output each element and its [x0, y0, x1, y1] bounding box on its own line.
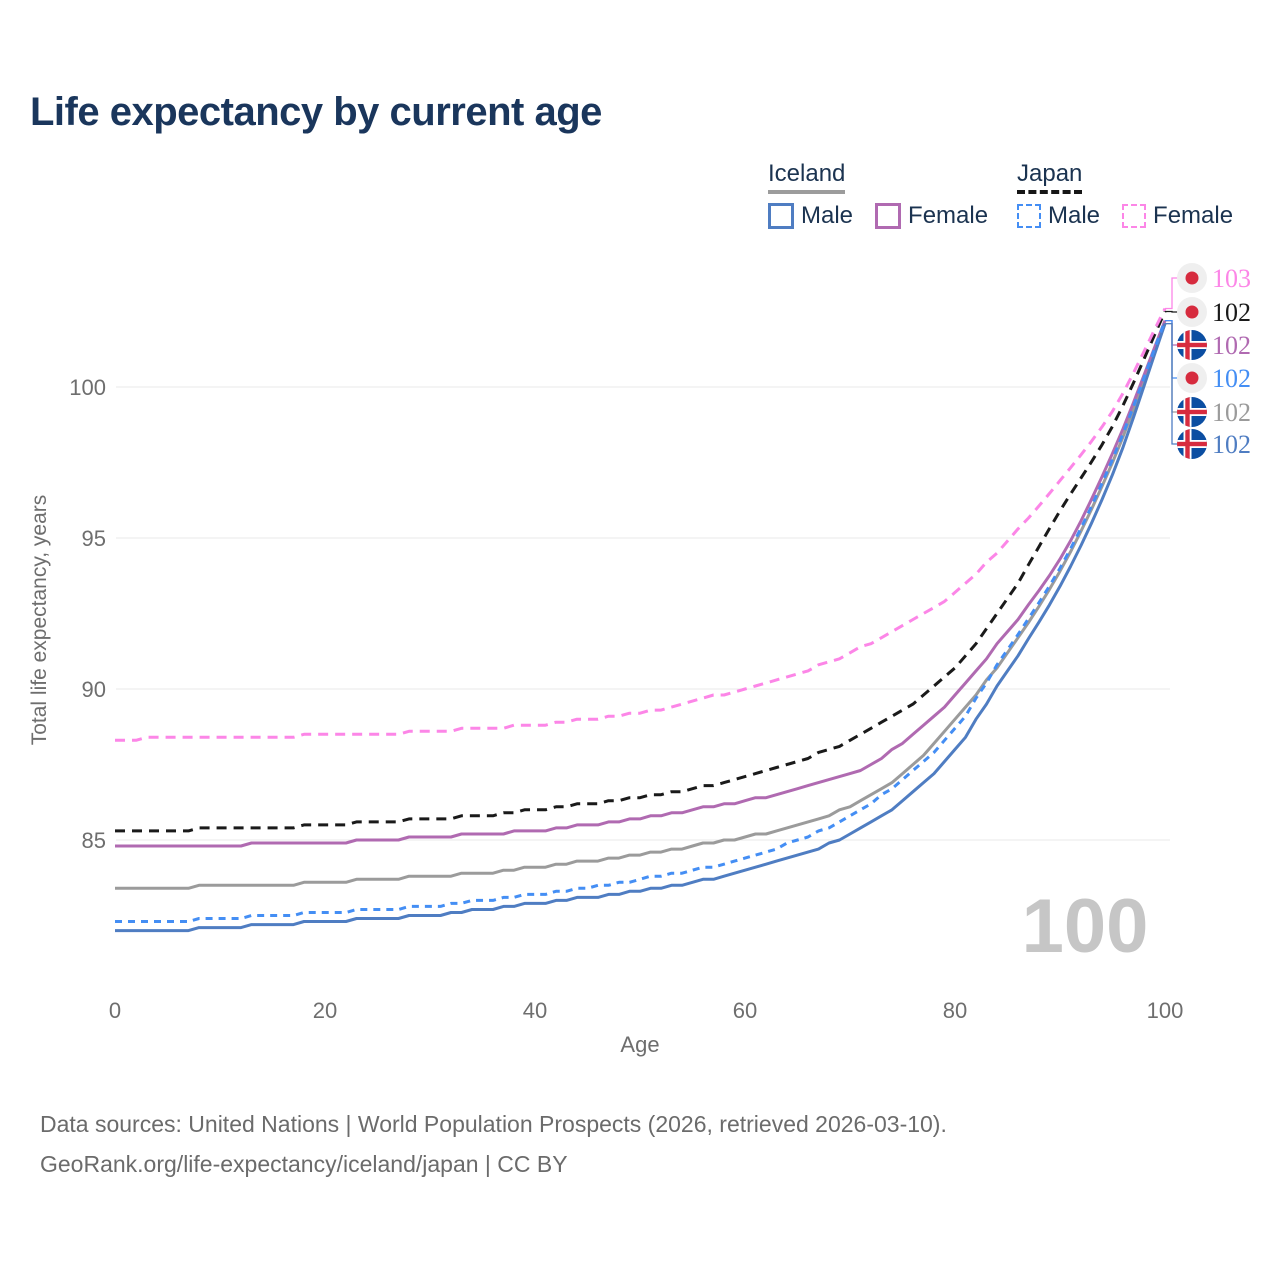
end-label-iceland-both-sexes: 102 [1165, 322, 1251, 427]
chart-footer: Data sources: United Nations | World Pop… [40, 1104, 947, 1184]
iceland-flag-icon [1177, 330, 1207, 360]
series-line-iceland-both-sexes [115, 323, 1167, 890]
legend-item-label: Male [801, 202, 854, 229]
end-label-value: 103 [1212, 264, 1251, 293]
end-label-connector [1165, 277, 1180, 310]
x-tick-label-60: 60 [733, 998, 757, 1023]
series-line-japan-male [115, 320, 1167, 923]
legend-swatch-icon [875, 203, 902, 229]
legend-swatch-icon [768, 203, 794, 229]
series-line-japan-female [115, 307, 1167, 742]
end-label-value: 102 [1212, 430, 1251, 459]
life-expectancy-line-chart: 85 90 95 100 0 20 40 60 80 100 Age Total life expec… [28, 263, 1251, 1057]
end-label-iceland-male: 102 [1165, 322, 1251, 459]
legend-swatch-icon [1122, 204, 1147, 228]
end-label-iceland-female: 102 [1165, 319, 1251, 360]
legend-item-iceland-female[interactable]: Female [875, 203, 988, 229]
legend-group-japan: Japan Male Female [1017, 160, 1233, 229]
legend-group-iceland: Iceland Male Female [768, 160, 988, 229]
japan-flag-icon [1177, 297, 1207, 327]
legend-item-japan-male[interactable]: Male [1017, 203, 1100, 229]
x-axis-title: Age [620, 1032, 659, 1057]
iceland-flag-icon [1177, 397, 1207, 427]
legend-item-label: Male [1048, 202, 1101, 229]
legend-item-iceland-male[interactable]: Male [768, 203, 853, 229]
y-tick-label-100: 100 [69, 375, 106, 400]
legend-country-japan: Japan [1017, 160, 1083, 194]
age-cursor-watermark: 100 [1022, 884, 1149, 969]
legend-item-label: Female [908, 202, 989, 229]
chart-title: Life expectancy by current age [30, 90, 602, 134]
end-label-value: 102 [1212, 398, 1251, 427]
legend-item-label: Female [1153, 202, 1234, 229]
y-tick-label-90: 90 [82, 677, 106, 702]
series-line-iceland-female [115, 320, 1167, 848]
legend-country-iceland: Iceland [768, 160, 846, 194]
end-label-connector [1165, 310, 1180, 313]
japan-flag-icon [1177, 263, 1207, 293]
end-label-value: 102 [1212, 331, 1251, 360]
end-label-value: 102 [1212, 298, 1251, 327]
x-tick-label-0: 0 [109, 998, 121, 1023]
end-label-connector [1165, 322, 1180, 445]
x-tick-label-40: 40 [523, 998, 547, 1023]
series-line-japan-both-sexes [115, 310, 1167, 833]
legend-item-japan-female[interactable]: Female [1122, 203, 1233, 229]
y-tick-label-85: 85 [82, 828, 106, 853]
legend-swatch-icon [1017, 204, 1041, 228]
japan-flag-icon [1177, 363, 1207, 393]
footer-source-line: Data sources: United Nations | World Pop… [40, 1111, 947, 1137]
end-label-japan-male: 102 [1165, 319, 1251, 393]
legend-items-row: Male Female [1017, 203, 1233, 229]
x-tick-label-80: 80 [943, 998, 967, 1023]
y-axis-title: Total life expectancy, years [28, 495, 51, 746]
end-label-value: 102 [1212, 364, 1251, 393]
series-line-iceland-male [115, 323, 1167, 933]
end-label-japan-female: 103 [1165, 263, 1251, 310]
iceland-flag-icon [1177, 429, 1207, 459]
x-tick-label-100: 100 [1147, 998, 1184, 1023]
legend-items-row: Male Female [768, 203, 988, 229]
x-tick-label-20: 20 [313, 998, 337, 1023]
end-label-japan-both-sexes: 102 [1165, 297, 1251, 327]
footer-license-line: GeoRank.org/life-expectancy/iceland/japa… [40, 1151, 568, 1177]
y-tick-label-95: 95 [82, 526, 106, 551]
